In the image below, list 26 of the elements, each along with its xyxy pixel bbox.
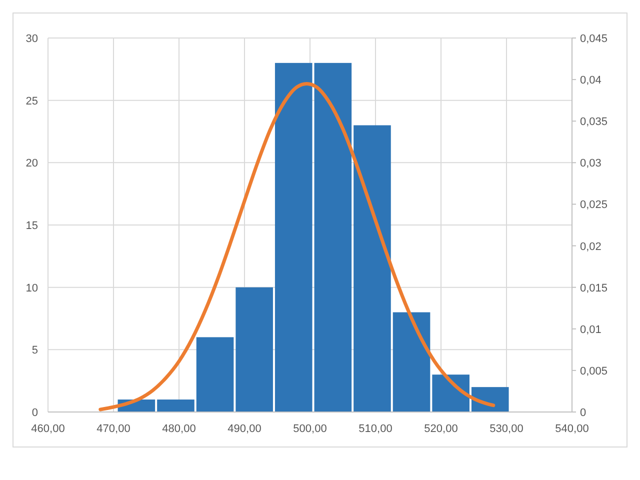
y2-tick-label: 0,025 [580,199,608,212]
x-tick-label: 460,00 [31,423,65,435]
y2-tick-label: 0 [580,407,586,419]
y-tick-label: 5 [32,344,38,357]
y2-tick-label: 0,005 [580,365,608,378]
y2-tick-label: 0,04 [580,74,602,87]
y-tick-label: 0 [32,407,38,419]
x-tick-label: 510,00 [358,423,392,435]
y2-tick-label: 0,045 [580,33,608,45]
y2-tick-label: 0,035 [580,116,608,128]
x-tick-label: 490,00 [228,423,262,435]
x-tick-label: 530,00 [490,423,524,435]
y2-tick-label: 0,03 [580,158,602,170]
x-tick-label: 470,00 [96,423,130,435]
y2-tick-label: 0,015 [580,282,608,294]
y2-tick-label: 0,01 [580,324,602,336]
y-tick-label: 10 [26,282,38,294]
x-tick-label: 500,00 [293,423,327,435]
x-tick-label: 520,00 [424,423,458,435]
y-tick-label: 25 [26,95,38,108]
y-tick-label: 15 [26,220,38,232]
y-tick-label: 30 [26,33,38,45]
y2-tick-label: 0,02 [580,240,602,253]
y-tick-label: 20 [26,158,38,170]
x-tick-label: 540,00 [555,423,589,435]
x-tick-label: 480,00 [162,423,196,435]
